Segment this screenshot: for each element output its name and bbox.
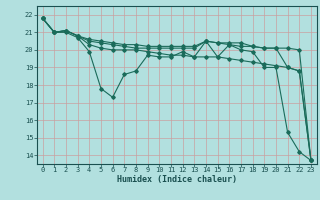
X-axis label: Humidex (Indice chaleur): Humidex (Indice chaleur): [117, 175, 237, 184]
